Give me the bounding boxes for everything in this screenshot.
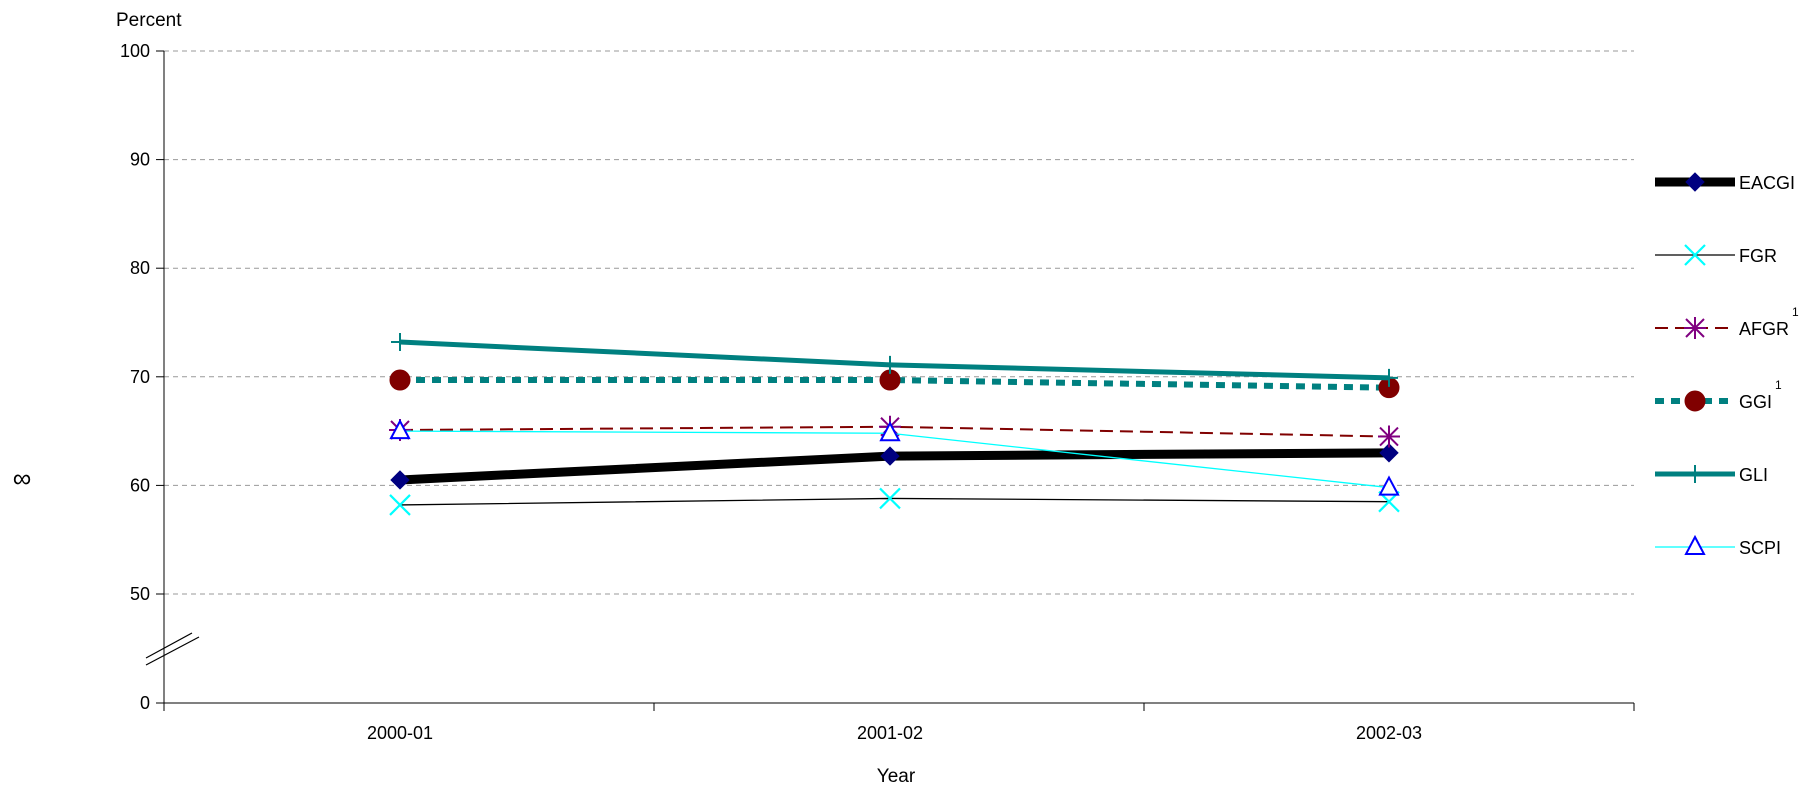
- legend-marker: [1684, 534, 1706, 555]
- x-axis-label: Year: [877, 766, 916, 787]
- data-point-scpi: [1378, 475, 1400, 496]
- data-point-scpi: [389, 418, 411, 440]
- y-tick-label: 90: [130, 150, 150, 170]
- data-point-eacgi: [880, 446, 900, 466]
- legend-item-scpi: SCPI: [1655, 534, 1781, 558]
- legend-marker: [1684, 317, 1706, 339]
- y-tick-label: 80: [130, 258, 150, 278]
- y-tick-label: 70: [130, 367, 150, 387]
- legend-superscript: 1: [1775, 378, 1782, 392]
- side-mark: ∞: [13, 463, 32, 493]
- legend-label: GGI: [1739, 392, 1772, 412]
- legend-item-gli: GLI: [1655, 465, 1768, 485]
- data-point-scpi: [879, 421, 901, 442]
- legend-label: FGR: [1739, 246, 1777, 266]
- axis-break-mark: [145, 636, 200, 666]
- data-point-ggi: [389, 369, 411, 391]
- legend-item-eacgi: EACGI: [1655, 172, 1795, 193]
- series-line-ggi: [400, 377, 1390, 391]
- axis-break-mark: [145, 632, 193, 659]
- legend-marker: [1684, 244, 1706, 266]
- y-tick-label: 0: [140, 693, 150, 713]
- x-tick-label: 2000-01: [367, 723, 433, 743]
- x-tick-label: 2001-02: [857, 723, 923, 743]
- axes: 0 50 60 70 80 90 100 2000-01 2001-02 2002-03: [120, 41, 1635, 743]
- y-tick-label: 60: [130, 475, 150, 495]
- legend-item-fgr: FGR: [1655, 244, 1777, 266]
- data-point-gli: [881, 355, 899, 374]
- legend-label: AFGR: [1739, 319, 1789, 339]
- y-tick-label: 50: [130, 584, 150, 604]
- y-axis-label: Percent: [116, 10, 182, 31]
- legend-marker: [1685, 172, 1705, 192]
- data-point-afgr: [1378, 425, 1400, 448]
- y-tick-label: 100: [120, 41, 150, 61]
- legend-marker: [1686, 465, 1704, 483]
- legend-superscript: 1: [1792, 305, 1799, 319]
- data-point-eacgi: [390, 470, 410, 490]
- gridlines: [164, 50, 1634, 595]
- data-point-eacgi: [1379, 443, 1399, 463]
- series-group: [389, 333, 1400, 516]
- data-point-fgr: [389, 494, 411, 516]
- x-tick-label: 2002-03: [1356, 723, 1422, 743]
- legend-label: SCPI: [1739, 538, 1781, 558]
- legend-label: EACGI: [1739, 173, 1795, 193]
- data-point-gli: [1380, 368, 1398, 387]
- data-point-gli: [391, 333, 409, 352]
- data-point-fgr: [879, 487, 901, 510]
- legend-marker: [1684, 390, 1706, 412]
- legend-label: GLI: [1739, 465, 1768, 485]
